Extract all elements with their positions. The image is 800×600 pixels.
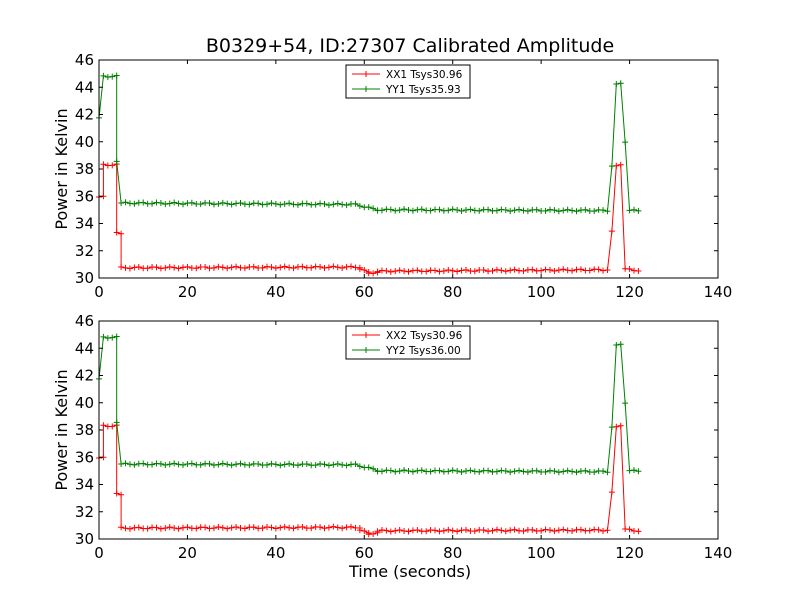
y-tick-label: 42 [75, 106, 94, 124]
x-tick-label: 20 [178, 283, 197, 301]
y-tick-label: 32 [75, 242, 94, 260]
legend-marker [363, 86, 369, 92]
y-tick-label: 30 [75, 530, 94, 548]
y-tick-label: 34 [75, 215, 94, 233]
legend-item: XX2 Tsys30.96 [352, 330, 463, 342]
y-tick-label: 46 [75, 51, 94, 69]
legend-marker [363, 71, 369, 77]
x-tick-label: 40 [266, 544, 285, 562]
x-tick-label: 120 [615, 283, 644, 301]
x-tick-label: 140 [704, 544, 733, 562]
legend-label: YY2 Tsys36.00 [385, 345, 461, 357]
y-tick-label: 38 [75, 421, 94, 439]
legend-item: YY1 Tsys35.93 [352, 84, 461, 96]
legend-label: YY1 Tsys35.93 [385, 84, 461, 96]
y-tick-label: 36 [75, 187, 94, 205]
legend: XX1 Tsys30.96 YY1 Tsys35.93 [345, 64, 471, 99]
x-tick-label: 0 [94, 283, 104, 301]
x-tick-label: 40 [266, 283, 285, 301]
x-tick-label: 80 [443, 544, 462, 562]
y-tick-label: 46 [75, 312, 94, 330]
y-tick-label: 38 [75, 160, 94, 178]
bottom-plot-panel: 0 20 40 60 80 100 120 140 30 32 34 36 38 40 42 44 46 Powe… [52, 312, 732, 562]
y-tick-label: 42 [75, 367, 94, 385]
x-tick-label: 0 [94, 544, 104, 562]
legend-marker [363, 332, 369, 338]
y-tick-label: 34 [75, 476, 94, 494]
y-tick-label: 44 [75, 339, 94, 357]
x-tick-label: 100 [527, 283, 556, 301]
y-tick-label: 36 [75, 448, 94, 466]
y-tick-label: 32 [75, 503, 94, 521]
y-tick-label: 30 [75, 269, 94, 287]
y-tick-label: 40 [75, 394, 94, 412]
series-yy1 [96, 72, 642, 215]
legend-item: XX1 Tsys30.96 [352, 69, 463, 81]
x-tick-label: 60 [355, 283, 374, 301]
x-tick-label: 140 [704, 283, 733, 301]
top-plot-panel: 0 20 40 60 80 100 120 140 30 32 34 36 38 40 42 44 46 Powe… [52, 51, 732, 301]
x-tick-label: 120 [615, 544, 644, 562]
legend-label: XX2 Tsys30.96 [386, 330, 463, 342]
x-tick-label: 20 [178, 544, 197, 562]
series-yy2 [96, 333, 642, 476]
legend-label: XX1 Tsys30.96 [386, 69, 463, 81]
chart-title: B0329+54, ID:27307 Calibrated Amplitude [206, 35, 614, 57]
y-axis-label: Power in Kelvin [52, 108, 71, 229]
legend-box [345, 64, 471, 99]
x-tick-label: 80 [443, 283, 462, 301]
legend-item: YY2 Tsys36.00 [352, 345, 461, 357]
legend-box [345, 325, 471, 360]
legend-marker [363, 347, 369, 353]
x-axis-label: Time (seconds) [348, 562, 471, 581]
y-axis-label: Power in Kelvin [52, 369, 71, 490]
y-tick-label: 44 [75, 78, 94, 96]
y-tick-label: 40 [75, 133, 94, 151]
x-tick-label: 100 [527, 544, 556, 562]
x-tick-label: 60 [355, 544, 374, 562]
legend: XX2 Tsys30.96 YY2 Tsys36.00 [345, 325, 471, 360]
